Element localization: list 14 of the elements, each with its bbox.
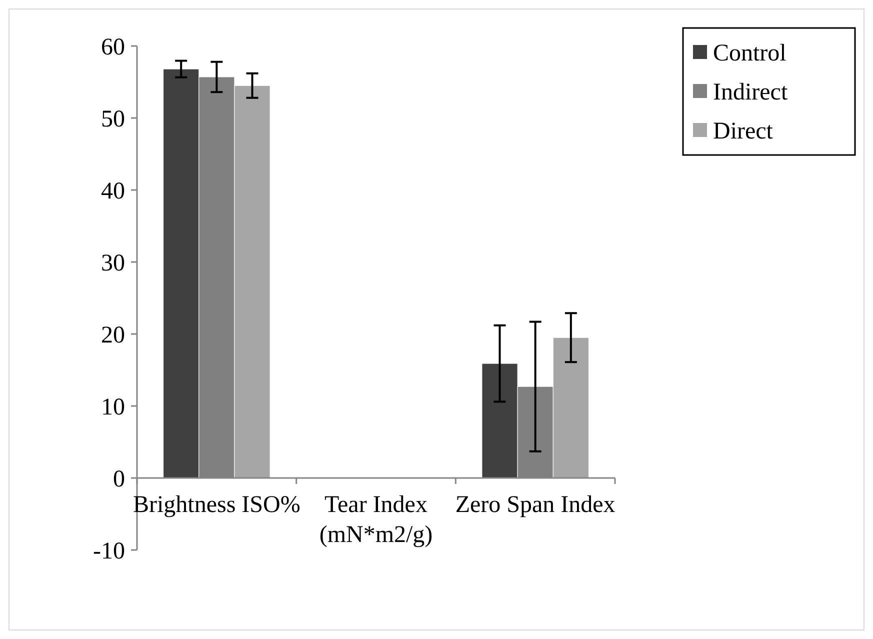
y-tick-label: 20 — [101, 322, 125, 348]
y-tick-label: 50 — [101, 106, 125, 132]
legend-label: Indirect — [713, 79, 788, 106]
y-tick-label: 40 — [101, 178, 125, 204]
y-tick-label: -10 — [93, 538, 125, 564]
y-tick-label: 30 — [101, 250, 125, 276]
y-tick-label: 10 — [101, 394, 125, 420]
x-tick-label: Brightness ISO% — [132, 492, 300, 518]
legend-label: Control — [713, 40, 787, 66]
y-tick-label: 0 — [113, 466, 125, 492]
y-tick-label: 60 — [101, 34, 125, 60]
x-tick-label: Tear Index (mN*m2/g) — [319, 492, 433, 548]
legend-label: Direct — [713, 118, 774, 144]
x-tick-label: Zero Span Index — [455, 492, 616, 518]
